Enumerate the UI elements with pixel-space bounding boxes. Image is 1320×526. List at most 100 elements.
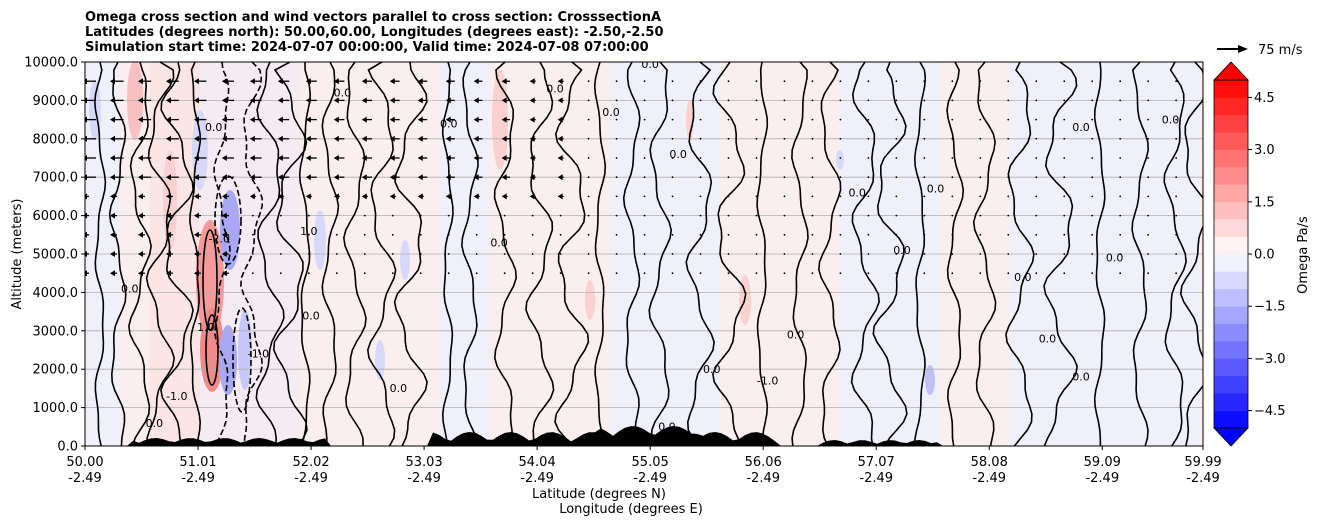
omega-contour <box>255 62 285 446</box>
wind-vector <box>307 214 310 217</box>
omega-contour <box>791 62 809 446</box>
colorbar-segment <box>1214 167 1248 185</box>
x-tick-label-longitude: -2.49 <box>68 471 102 486</box>
wind-vector <box>1007 118 1010 121</box>
wind-vector <box>363 272 366 275</box>
wind-vector-head <box>445 135 451 142</box>
wind-vector <box>951 157 954 159</box>
wind-vector <box>699 214 702 217</box>
wind-vector-head <box>557 78 563 85</box>
wind-vector <box>811 272 814 275</box>
wind-vector <box>951 80 954 83</box>
quiver-key: 75 m/s <box>1217 43 1303 58</box>
wind-vector <box>1035 253 1038 255</box>
wind-vector <box>783 118 786 121</box>
wind-vector <box>1007 99 1010 102</box>
wind-vector <box>1091 80 1094 83</box>
wind-vector <box>251 253 254 255</box>
wind-vector <box>979 214 982 217</box>
wind-vector <box>979 253 982 255</box>
wind-vector <box>811 118 814 121</box>
x-tick-label-longitude: -2.49 <box>633 471 667 486</box>
y-tick-label: 10000.0 <box>24 56 78 71</box>
wind-vector <box>1175 272 1178 275</box>
wind-vector <box>251 272 254 275</box>
wind-vector <box>727 233 730 236</box>
wind-vector-head <box>501 135 507 142</box>
wind-vector <box>755 195 758 198</box>
wind-vector <box>671 118 674 121</box>
wind-vector <box>951 272 954 275</box>
wind-vector <box>783 195 786 198</box>
wind-vector-head <box>333 174 339 181</box>
contour-label: 0.0 <box>893 244 911 257</box>
wind-vector <box>615 233 618 236</box>
wind-vector <box>559 272 562 275</box>
omega-contour <box>108 62 127 446</box>
wind-vector <box>783 176 786 179</box>
wind-vector <box>699 80 702 83</box>
wind-vector <box>839 118 842 121</box>
wind-vector <box>1035 272 1038 275</box>
wind-vector-head <box>165 116 171 123</box>
wind-vector <box>447 233 450 236</box>
x-tick-label-latitude: 52.02 <box>292 455 329 470</box>
wind-vector-head <box>473 97 479 104</box>
omega-anomaly <box>238 310 252 390</box>
wind-vector <box>727 118 730 121</box>
wind-vector <box>671 80 674 83</box>
wind-vector <box>867 157 870 159</box>
wind-vector <box>1091 118 1094 121</box>
wind-vector <box>1007 214 1010 217</box>
wind-vector <box>643 253 646 255</box>
wind-vector-head <box>389 116 395 123</box>
omega-anomaly <box>219 325 237 395</box>
wind-vector-head <box>221 193 227 200</box>
colorbar-segment <box>1214 271 1248 290</box>
wind-vector <box>475 253 478 255</box>
wind-vector-head <box>109 270 115 277</box>
wind-vector <box>419 253 422 255</box>
wind-vector-head <box>417 193 423 200</box>
wind-vector <box>391 214 394 217</box>
wind-vector <box>867 99 870 102</box>
colorbar-extend-max <box>1213 61 1249 81</box>
title-line-3: Simulation start time: 2024-07-07 00:00:… <box>85 40 649 55</box>
wind-vector <box>1007 157 1010 159</box>
terrain <box>85 426 1203 446</box>
wind-vector <box>867 233 870 236</box>
wind-vector <box>643 80 646 83</box>
wind-vector-head <box>165 97 171 104</box>
wind-vector-head <box>109 251 115 257</box>
wind-vector <box>839 80 842 83</box>
wind-vector-head <box>277 193 283 200</box>
wind-vector <box>951 99 954 102</box>
wind-vector-head <box>249 135 255 142</box>
colorbar-segment <box>1214 358 1248 377</box>
wind-vector <box>587 176 590 179</box>
wind-vector <box>615 195 618 198</box>
wind-vector-head <box>193 251 199 257</box>
wind-vector-head <box>277 116 283 123</box>
wind-vector-head <box>221 231 227 238</box>
wind-vector <box>1175 157 1178 159</box>
wind-vector <box>419 214 422 217</box>
wind-vector-head <box>165 155 171 161</box>
omega-contour <box>525 62 555 446</box>
omega-contour <box>213 62 231 446</box>
y-axis: 0.0 1000.0 2000.0 3000.0 4000.0 5000.0 6000.0 7… <box>24 56 85 455</box>
wind-vector <box>839 157 842 159</box>
wind-vector <box>1007 233 1010 236</box>
wind-vector <box>839 272 842 275</box>
wind-vector <box>895 176 898 179</box>
wind-vector <box>1063 157 1066 159</box>
wind-vector <box>1119 214 1122 217</box>
wind-vector <box>1119 80 1122 83</box>
wind-vector <box>895 157 898 159</box>
wind-vector <box>1063 137 1066 140</box>
wind-vector <box>755 233 758 236</box>
wind-vector <box>1063 272 1066 275</box>
wind-vector <box>475 233 478 236</box>
wind-vector <box>811 176 814 179</box>
wind-vector-head <box>501 97 507 104</box>
